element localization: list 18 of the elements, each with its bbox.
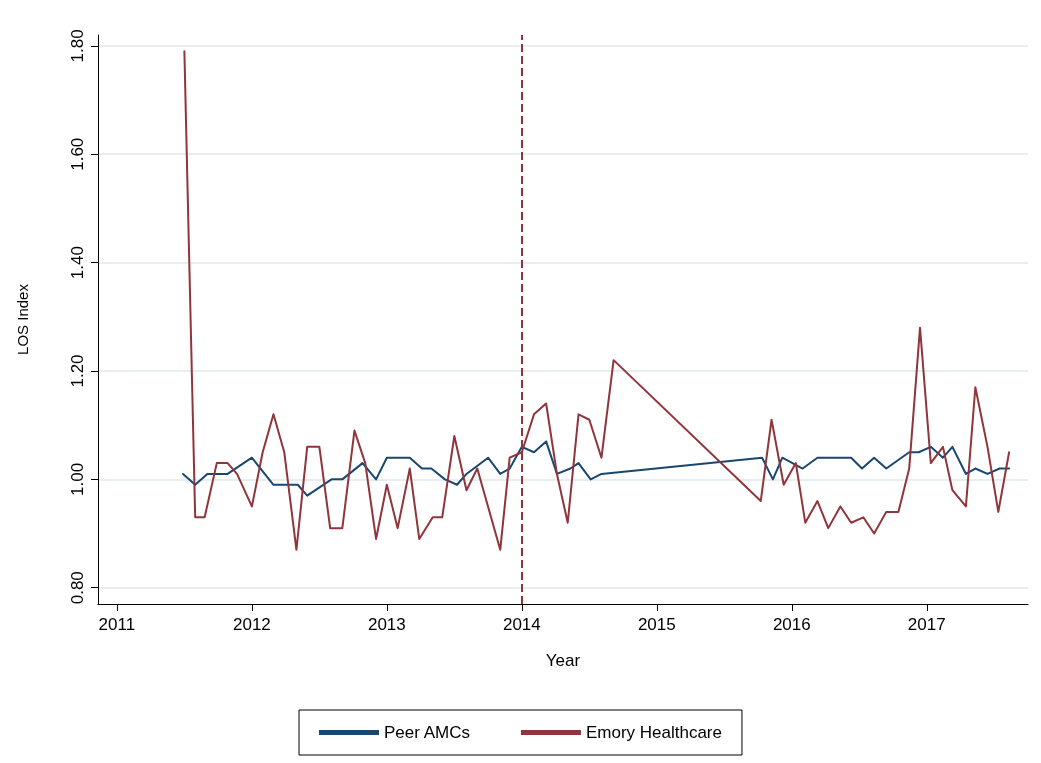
x-tick-label: 2011 [98,615,136,634]
x-tick-label: 2014 [502,615,541,634]
y-tick-label: 1.60 [68,137,87,171]
y-tick-label: 1.20 [68,354,87,388]
legend-label: Emory Healthcare [585,723,722,742]
x-tick-label: 2017 [907,615,946,634]
y-tick-label: 0.80 [68,571,87,605]
x-tick-label: 2015 [637,615,676,634]
y-axis-title: LOS Index [14,283,31,355]
y-tick-label: 1.80 [68,29,87,63]
legend-label: Peer AMCs [384,723,470,742]
x-tick-label: 2016 [772,615,811,634]
x-tick-label: 2012 [232,615,271,634]
x-axis-title: Year [545,651,581,670]
x-tick-label: 2013 [367,615,406,634]
line-series [182,440,1011,497]
y-tick-label: 1.00 [68,462,87,496]
y-tick-label: 1.40 [68,246,87,280]
